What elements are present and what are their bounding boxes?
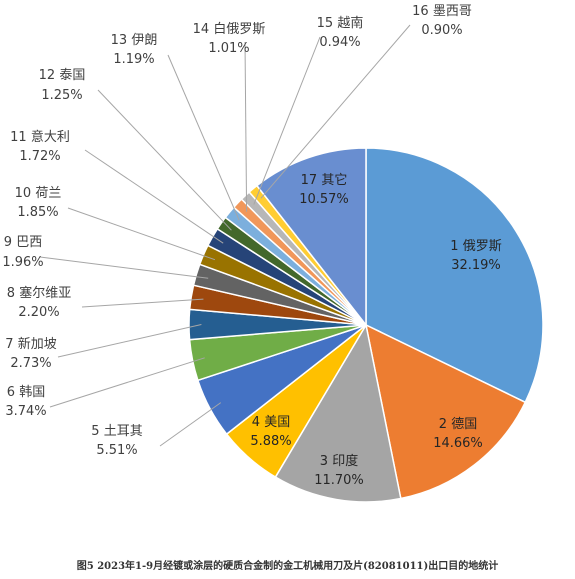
slice-label-name: 11 意大利 [10,129,70,145]
slice-label-value: 0.94% [319,35,360,50]
slice-label-value: 11.70% [314,473,364,488]
slice-label-name: 4 美国 [252,415,290,430]
leader-line [244,41,248,212]
pie-chart: 1 俄罗斯 32.19% 2 德国 14.66% 3 印度 11.70% 4 美国 5.88%… [2,4,544,503]
leader-line [39,256,209,279]
slice-label-name: 9 巴西 [4,235,42,250]
slice-label-value: 1.85% [17,205,58,220]
slice-label-name: 15 越南 [317,15,364,31]
leader-line [97,89,232,231]
slice-label-name: 13 伊朗 [111,33,158,48]
leader-line [167,54,240,221]
leader-line [84,149,224,244]
slice-label-name: 10 荷兰 [15,186,62,201]
leader-line [67,207,216,261]
slice-labels: 1 俄罗斯 32.19% 2 德国 14.66% 3 印度 11.70% 4 美国 5.88%… [2,4,501,488]
slice-label-name: 2 德国 [439,417,477,432]
pie-slice [365,147,544,404]
leader-lines [39,24,411,447]
leader-line [159,402,222,447]
leader-line [49,357,205,408]
slice-label-value: 1.96% [2,255,43,270]
figure-caption: 图5 2023年1-9月经镀或涂层的硬质合金制的金工机械用刀及片(8208101… [76,561,499,572]
slice-label-value: 0.90% [421,23,462,38]
pie-slice [274,322,402,503]
slice-label-value: 2.20% [18,305,59,320]
slice-label-name: 6 韩国 [7,385,45,400]
slice-label-value: 10.57% [299,192,349,207]
leader-line [253,36,321,205]
slice-label-name: 17 其它 [301,172,348,188]
pie-slice [364,323,527,500]
slice-label-name: 3 印度 [320,453,358,469]
slice-label-name: 1 俄罗斯 [450,239,501,254]
slice-label-value: 14.66% [433,436,483,451]
leader-line [57,324,202,358]
leader-line [260,24,411,199]
slice-label-name: 16 墨西哥 [412,4,472,19]
slice-label-value: 5.88% [250,434,291,449]
slice-label-value: 1.01% [208,41,249,56]
slice-label-value: 1.25% [41,88,82,103]
slice-label-value: 5.51% [96,443,137,458]
leader-line [81,298,204,308]
slice-label-name: 12 泰国 [39,68,86,83]
pie-slice [255,147,367,328]
slice-label-value: 2.73% [10,356,51,371]
slice-label-value: 32.19% [451,258,501,273]
slice-label-name: 14 白俄罗斯 [193,21,266,37]
slice-label-name: 8 塞尔维亚 [7,285,71,301]
slice-label-value: 1.72% [19,149,60,164]
pie-slices [188,147,544,503]
slice-label-value: 1.19% [113,52,154,67]
slice-label-name: 5 土耳其 [91,424,142,439]
slice-label-value: 3.74% [5,404,46,419]
slice-label-name: 7 新加坡 [5,336,56,352]
